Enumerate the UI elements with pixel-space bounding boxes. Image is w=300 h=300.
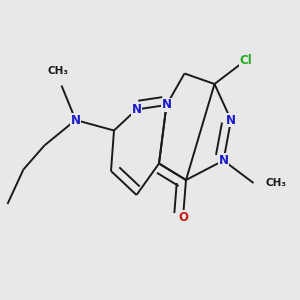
Text: Cl: Cl [240,53,252,67]
Text: N: N [131,103,142,116]
Text: CH₃: CH₃ [48,67,69,76]
Text: O: O [178,211,188,224]
Text: N: N [218,154,229,167]
Text: N: N [161,98,172,112]
Text: N: N [70,113,81,127]
Text: N: N [226,113,236,127]
Text: CH₃: CH₃ [266,178,286,188]
